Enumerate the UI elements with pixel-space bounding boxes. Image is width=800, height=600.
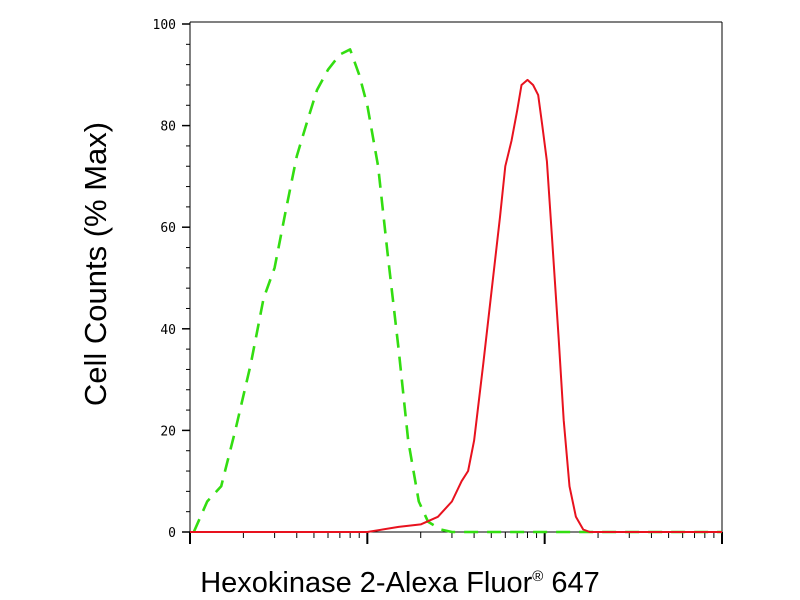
x-axis-label-suffix: 647 — [543, 567, 599, 599]
sample-histogram-line — [190, 78, 722, 533]
control-histogram-line — [192, 48, 722, 534]
y-tick-label: 100 — [153, 18, 176, 33]
y-tick-label: 40 — [160, 323, 176, 338]
y-axis-label: Cell Counts (% Max) — [78, 122, 113, 406]
series-layer — [190, 48, 722, 534]
x-axis-label: Hexokinase 2-Alexa Fluor® 647 — [200, 567, 600, 599]
y-axis-ticks: 0 20 40 60 80 100 — [153, 18, 190, 541]
y-tick-label: 20 — [160, 424, 176, 439]
x-axis-ticks — [189, 532, 723, 544]
x-axis-label-main: Hexokinase 2-Alexa Fluor — [200, 567, 532, 599]
y-tick-label: 80 — [160, 120, 176, 135]
y-tick-label: 60 — [160, 221, 176, 236]
axes — [189, 21, 723, 533]
registered-mark: ® — [532, 568, 543, 585]
y-tick-label: 0 — [168, 526, 176, 541]
